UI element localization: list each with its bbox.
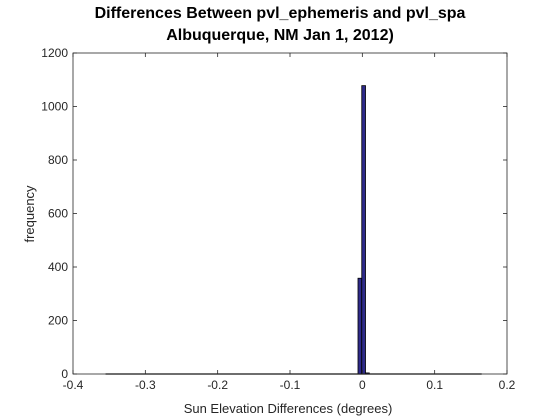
y-tick-label: 600 (48, 207, 68, 221)
y-axis-label: frequency (22, 185, 37, 243)
y-axis-ticks: 0 200 400 600 800 1000 1200 (41, 46, 507, 381)
x-tick-label: -0.3 (135, 378, 156, 392)
x-axis-label: Sun Elevation Differences (degrees) (184, 401, 393, 416)
chart-title-line-2: Albuquerque, NM Jan 1, 2012) (166, 27, 394, 44)
x-tick-label: -0.2 (207, 378, 228, 392)
x-tick-label: 0.1 (426, 378, 443, 392)
axes-background (73, 53, 507, 374)
histogram-bar-0 (357, 277, 363, 375)
y-tick-label: 200 (48, 314, 68, 328)
x-axis-ticks: -0.4 -0.3 -0.2 -0.1 0 0.1 0.2 (63, 53, 516, 392)
x-tick-label: 0.2 (499, 378, 516, 392)
chart-title-line-1: Differences Between pvl_ephemeris and pv… (94, 5, 466, 22)
x-tick-label: -0.4 (63, 378, 84, 392)
x-tick-label: -0.1 (280, 378, 301, 392)
y-tick-label: 400 (48, 260, 68, 274)
histogram-bar-1 (361, 85, 366, 375)
y-tick-label: 1200 (41, 46, 68, 60)
y-tick-label: 0 (61, 367, 68, 381)
plot-area (73, 53, 507, 374)
y-tick-label: 1000 (41, 100, 68, 114)
y-tick-label: 800 (48, 153, 68, 167)
x-tick-label: 0 (359, 378, 366, 392)
